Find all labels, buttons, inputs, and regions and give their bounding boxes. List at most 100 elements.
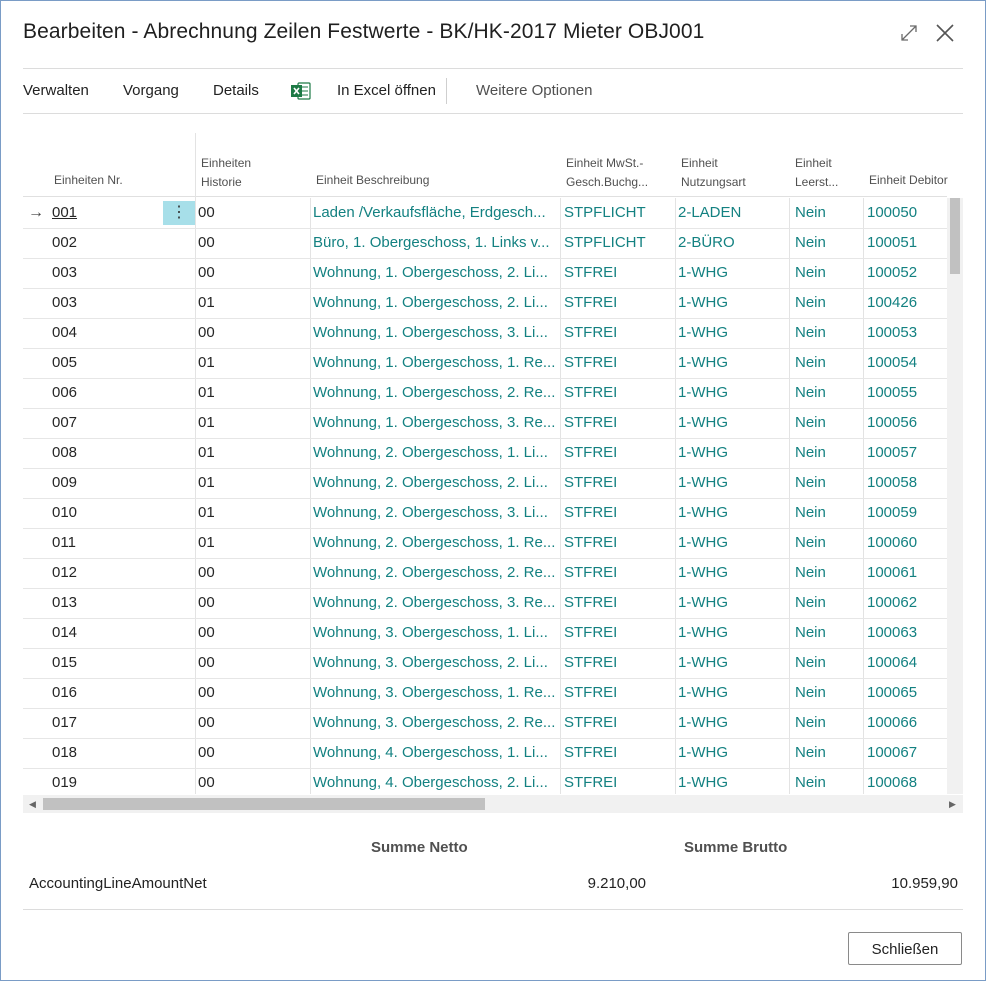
cell-mwst[interactable]: STFREI xyxy=(564,294,618,311)
cell-beschreibung[interactable]: Wohnung, 1. Obergeschoss, 3. Re... xyxy=(313,414,556,431)
cell-nutzungsart[interactable]: 1-WHG xyxy=(678,744,728,761)
cell-mwst[interactable]: STFREI xyxy=(564,414,618,431)
cell-nr[interactable]: 005 xyxy=(52,354,78,371)
close-button[interactable]: Schließen xyxy=(848,932,962,965)
cell-mwst[interactable]: STFREI xyxy=(564,564,618,581)
cell-leerstand[interactable]: Nein xyxy=(795,714,826,731)
cell-beschreibung[interactable]: Wohnung, 3. Obergeschoss, 1. Re... xyxy=(313,684,556,701)
cell-beschreibung[interactable]: Wohnung, 1. Obergeschoss, 1. Re... xyxy=(313,354,556,371)
cell-nr[interactable]: 003 xyxy=(52,264,78,281)
cell-beschreibung[interactable]: Wohnung, 1. Obergeschoss, 2. Re... xyxy=(313,384,556,401)
table-row[interactable]: 003 01 Wohnung, 1. Obergeschoss, 2. Li... S… xyxy=(23,288,947,319)
cell-nutzungsart[interactable]: 1-WHG xyxy=(678,774,728,791)
cell-nr[interactable]: 009 xyxy=(52,474,78,491)
cell-nr[interactable]: 019 xyxy=(52,774,78,791)
col-header-nr[interactable]: Einheiten Nr. xyxy=(54,173,123,187)
cell-nutzungsart[interactable]: 1-WHG xyxy=(678,294,728,311)
cell-nutzungsart[interactable]: 1-WHG xyxy=(678,654,728,671)
table-row[interactable]: 005 01 Wohnung, 1. Obergeschoss, 1. Re... S… xyxy=(23,348,947,379)
cell-mwst[interactable]: STFREI xyxy=(564,684,618,701)
table-row[interactable]: 016 00 Wohnung, 3. Obergeschoss, 1. Re... S… xyxy=(23,678,947,709)
cell-mwst[interactable]: STFREI xyxy=(564,534,618,551)
cell-leerstand[interactable]: Nein xyxy=(795,264,826,281)
cell-nr[interactable]: 010 xyxy=(52,504,78,521)
cell-beschreibung[interactable]: Wohnung, 2. Obergeschoss, 2. Re... xyxy=(313,564,556,581)
cell-beschreibung[interactable]: Wohnung, 1. Obergeschoss, 2. Li... xyxy=(313,264,548,281)
cell-nr[interactable]: 012 xyxy=(52,564,78,581)
cell-mwst[interactable]: STFREI xyxy=(564,444,618,461)
cell-mwst[interactable]: STFREI xyxy=(564,504,618,521)
menu-verwalten[interactable]: Verwalten xyxy=(23,82,89,99)
menu-details[interactable]: Details xyxy=(213,82,259,99)
cell-mwst[interactable]: STFREI xyxy=(564,774,618,791)
cell-nr[interactable]: 013 xyxy=(52,594,78,611)
cell-debitor[interactable]: 100058 xyxy=(867,474,918,491)
cell-nr[interactable]: 018 xyxy=(52,744,78,761)
table-row[interactable]: 013 00 Wohnung, 2. Obergeschoss, 3. Re... S… xyxy=(23,588,947,619)
cell-leerstand[interactable]: Nein xyxy=(795,744,826,761)
cell-debitor[interactable]: 100050 xyxy=(867,204,918,221)
cell-mwst[interactable]: STPFLICHT xyxy=(564,234,646,251)
table-row[interactable]: 011 01 Wohnung, 2. Obergeschoss, 1. Re... S… xyxy=(23,528,947,559)
col-header-historie[interactable]: Einheiten Historie xyxy=(201,154,251,192)
cell-debitor[interactable]: 100053 xyxy=(867,324,918,341)
horizontal-scroll-thumb[interactable] xyxy=(43,798,485,810)
cell-debitor[interactable]: 100054 xyxy=(867,354,918,371)
table-row[interactable]: 010 01 Wohnung, 2. Obergeschoss, 3. Li... S… xyxy=(23,498,947,529)
col-header-mwst[interactable]: Einheit MwSt.- Gesch.Buchg... xyxy=(566,154,648,192)
cell-debitor[interactable]: 100065 xyxy=(867,684,918,701)
close-icon[interactable] xyxy=(934,22,956,44)
cell-nr[interactable]: 011 xyxy=(52,534,76,551)
cell-leerstand[interactable]: Nein xyxy=(795,354,826,371)
cell-nutzungsart[interactable]: 2-LADEN xyxy=(678,204,742,221)
cell-nr[interactable]: 014 xyxy=(52,624,78,641)
cell-mwst[interactable]: STFREI xyxy=(564,384,618,401)
cell-beschreibung[interactable]: Wohnung, 1. Obergeschoss, 2. Li... xyxy=(313,294,548,311)
cell-nutzungsart[interactable]: 1-WHG xyxy=(678,684,728,701)
cell-nutzungsart[interactable]: 1-WHG xyxy=(678,414,728,431)
cell-debitor[interactable]: 100056 xyxy=(867,414,918,431)
table-row[interactable]: 004 00 Wohnung, 1. Obergeschoss, 3. Li... S… xyxy=(23,318,947,349)
table-row[interactable]: 007 01 Wohnung, 1. Obergeschoss, 3. Re... S… xyxy=(23,408,947,439)
cell-leerstand[interactable]: Nein xyxy=(795,444,826,461)
vertical-scrollbar[interactable] xyxy=(947,198,963,794)
cell-leerstand[interactable]: Nein xyxy=(795,294,826,311)
cell-debitor[interactable]: 100052 xyxy=(867,264,918,281)
table-row[interactable]: 002 00 Büro, 1. Obergeschoss, 1. Links v..… xyxy=(23,228,947,259)
cell-mwst[interactable]: STPFLICHT xyxy=(564,204,646,221)
cell-beschreibung[interactable]: Wohnung, 3. Obergeschoss, 2. Li... xyxy=(313,654,548,671)
cell-debitor[interactable]: 100426 xyxy=(867,294,918,311)
col-header-leerstand[interactable]: Einheit Leerst... xyxy=(795,154,838,192)
cell-leerstand[interactable]: Nein xyxy=(795,474,826,491)
cell-mwst[interactable]: STFREI xyxy=(564,594,618,611)
table-row[interactable]: → ⋮ 001 00 Laden /Verkaufsfläche, Erdgesch..… xyxy=(23,198,947,229)
cell-nutzungsart[interactable]: 1-WHG xyxy=(678,534,728,551)
cell-mwst[interactable]: STFREI xyxy=(564,474,618,491)
cell-beschreibung[interactable]: Laden /Verkaufsfläche, Erdgesch... xyxy=(313,204,546,221)
col-header-beschreibung[interactable]: Einheit Beschreibung xyxy=(316,173,430,187)
table-row[interactable]: 017 00 Wohnung, 3. Obergeschoss, 2. Re... S… xyxy=(23,708,947,739)
table-row[interactable]: 009 01 Wohnung, 2. Obergeschoss, 2. Li... S… xyxy=(23,468,947,499)
cell-nr[interactable]: 002 xyxy=(52,234,78,251)
cell-leerstand[interactable]: Nein xyxy=(795,204,826,221)
cell-debitor[interactable]: 100064 xyxy=(867,654,918,671)
cell-leerstand[interactable]: Nein xyxy=(795,534,826,551)
col-header-nutzungsart[interactable]: Einheit Nutzungsart xyxy=(681,154,746,192)
cell-nutzungsart[interactable]: 1-WHG xyxy=(678,594,728,611)
scroll-right-icon[interactable]: ▶ xyxy=(949,799,956,809)
cell-beschreibung[interactable]: Wohnung, 3. Obergeschoss, 1. Li... xyxy=(313,624,548,641)
cell-debitor[interactable]: 100051 xyxy=(867,234,918,251)
cell-nutzungsart[interactable]: 2-BÜRO xyxy=(678,234,735,251)
cell-beschreibung[interactable]: Wohnung, 4. Obergeschoss, 1. Li... xyxy=(313,744,548,761)
cell-nr[interactable]: 001 xyxy=(52,204,78,221)
cell-nutzungsart[interactable]: 1-WHG xyxy=(678,354,728,371)
cell-beschreibung[interactable]: Wohnung, 2. Obergeschoss, 3. Re... xyxy=(313,594,556,611)
cell-beschreibung[interactable]: Wohnung, 2. Obergeschoss, 2. Li... xyxy=(313,474,548,491)
table-row[interactable]: 014 00 Wohnung, 3. Obergeschoss, 1. Li... S… xyxy=(23,618,947,649)
cell-leerstand[interactable]: Nein xyxy=(795,564,826,581)
col-header-debitor[interactable]: Einheit Debitor xyxy=(869,173,948,187)
cell-nr[interactable]: 008 xyxy=(52,444,78,461)
table-row[interactable]: 006 01 Wohnung, 1. Obergeschoss, 2. Re... S… xyxy=(23,378,947,409)
cell-debitor[interactable]: 100061 xyxy=(867,564,918,581)
cell-beschreibung[interactable]: Wohnung, 2. Obergeschoss, 3. Li... xyxy=(313,504,548,521)
